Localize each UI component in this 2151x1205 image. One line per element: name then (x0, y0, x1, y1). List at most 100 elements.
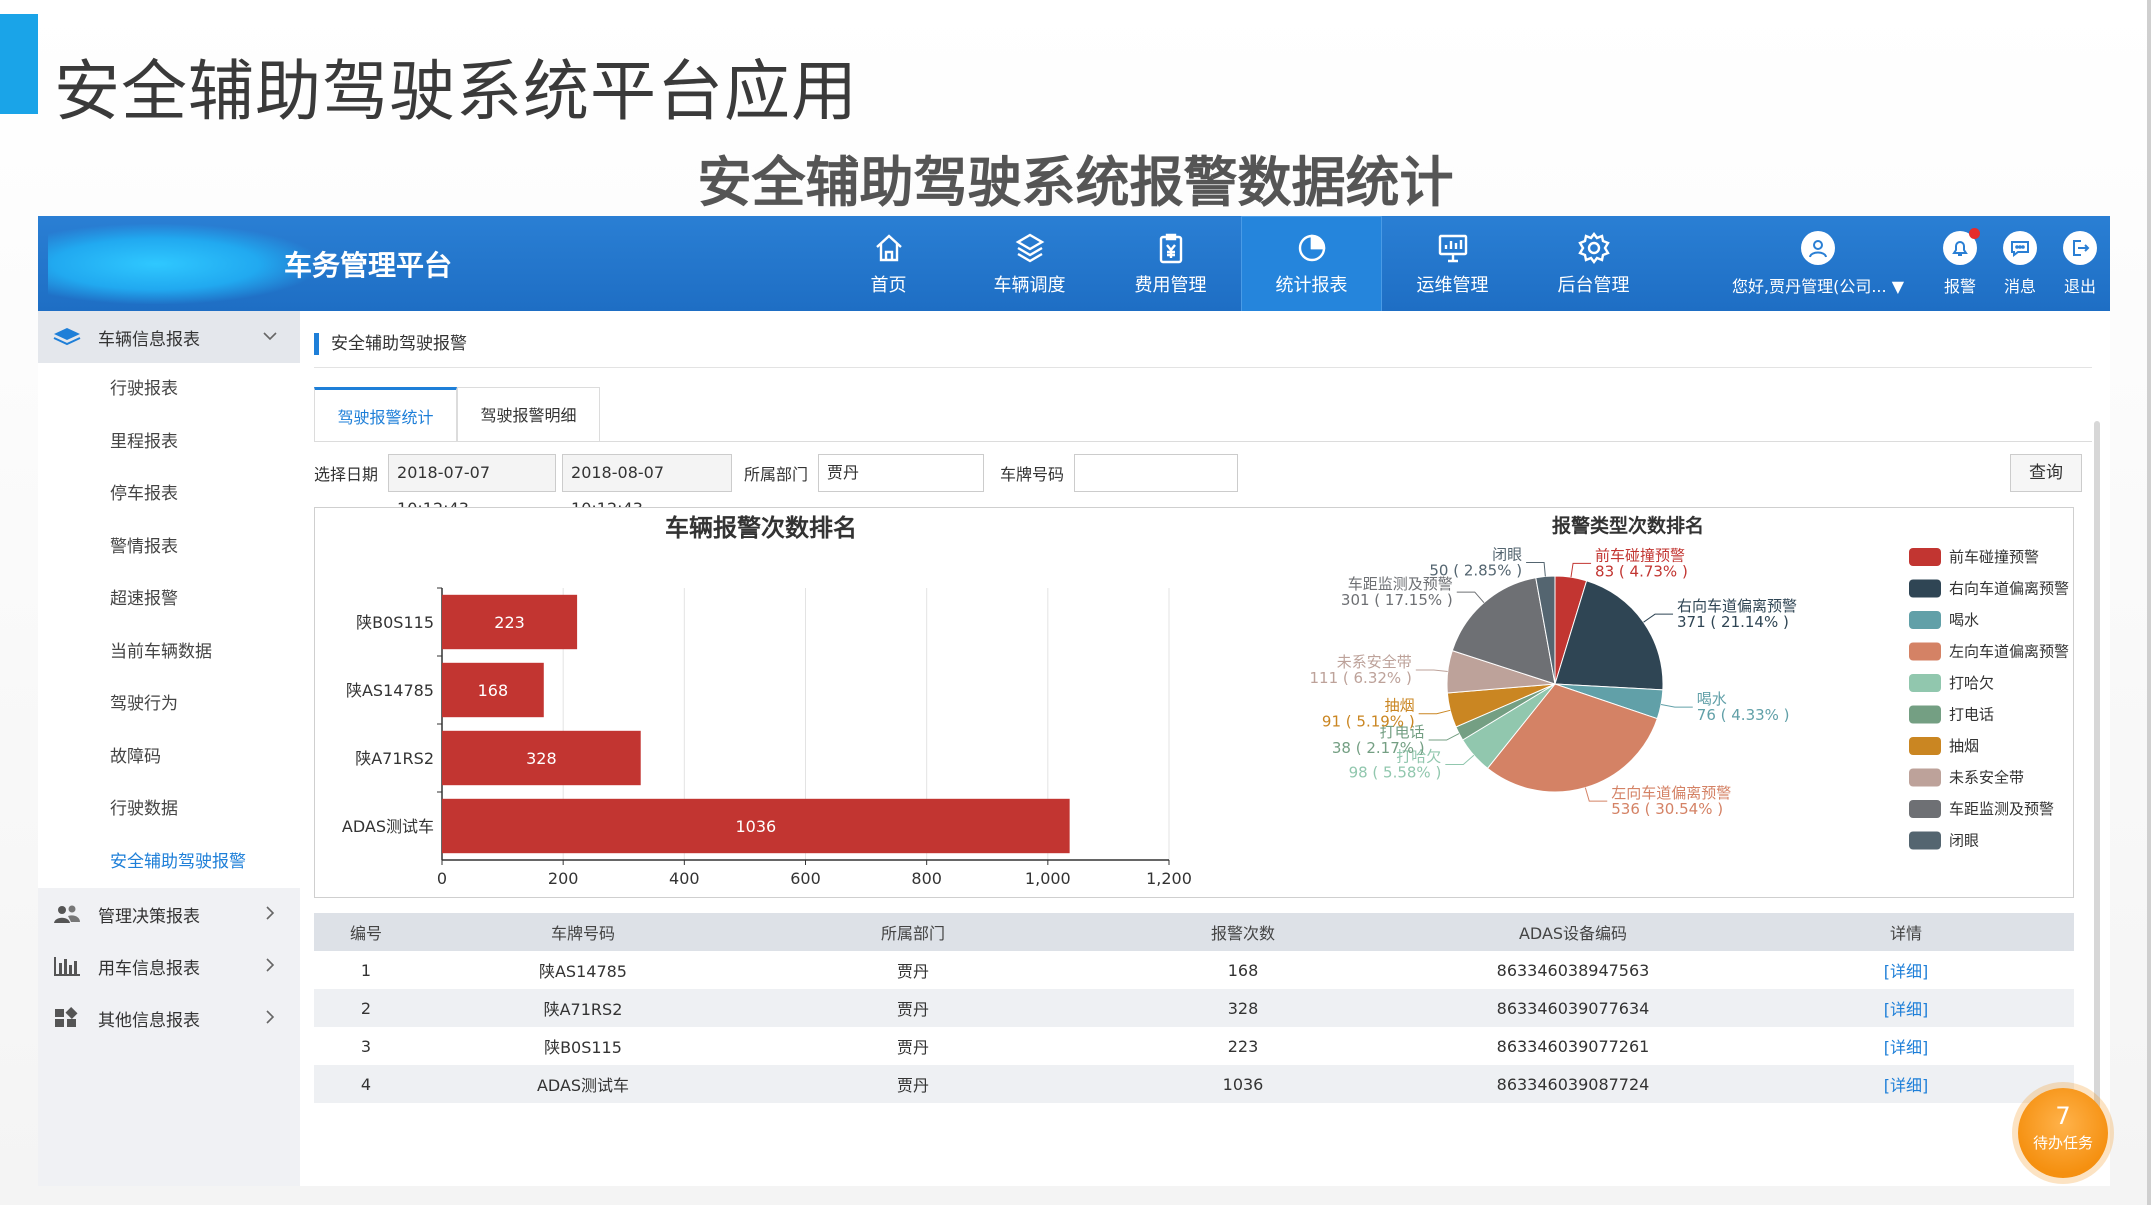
nav-home[interactable]: 首页 (818, 216, 959, 311)
nav-admin[interactable]: 后台管理 (1523, 216, 1664, 311)
slide-right-edge (2147, 0, 2151, 1205)
nav-home-label: 首页 (870, 274, 907, 296)
plate-input[interactable] (1074, 454, 1239, 492)
sidebar-group-vehicle-reports[interactable]: 车辆信息报表 (38, 311, 300, 363)
chart-panel: 车辆报警次数排名 0 200 400 600 800 1,000 1,200 223 陕B0S11… (314, 507, 2074, 898)
chevron-right-icon (266, 906, 275, 920)
table-cell: 2 (360, 998, 372, 1018)
main-content: 安全辅助驾驶报警 驾驶报警统计 驾驶报警明细 选择日期 2018-07-07 1… (314, 311, 2104, 1186)
table-row: 1 陕AS14785 贾丹 168 863346038947563 [详细] (314, 951, 2074, 989)
sidebar-item-driving-report[interactable]: 行驶报表 (110, 379, 178, 399)
nav-fee[interactable]: 费用管理 (1100, 216, 1241, 311)
sidebar-group-management-reports[interactable]: 管理决策报表 (38, 888, 300, 940)
y-category-label: 陕B0S115 (356, 613, 434, 632)
nav-operations[interactable]: 运维管理 (1382, 216, 1523, 311)
pie-slice (1535, 575, 1556, 685)
legend-swatch (1909, 579, 1941, 598)
chevron-right-icon (266, 958, 275, 972)
nav-statistics[interactable]: 统计报表 (1241, 216, 1382, 311)
legend-label: 喝水 (1949, 611, 1979, 629)
sidebar-item-driving-data[interactable]: 行驶数据 (110, 799, 178, 819)
dispatch-icon (1015, 233, 1044, 262)
bar (442, 730, 641, 786)
pie-label-name: 打电话 (1380, 723, 1425, 741)
slide-subtitle: 安全辅助驾驶系统报警数据统计 (697, 151, 1454, 214)
pie-label-line (1584, 787, 1608, 802)
sidebar-item-adas-alarm[interactable]: 安全辅助驾驶报警 (110, 851, 246, 872)
table-cell: 863346039077261 (1496, 1036, 1650, 1056)
table-header-cell: 所属部门 (880, 924, 945, 943)
nav-dispatch[interactable]: 车辆调度 (959, 216, 1100, 311)
sidebar-group-label: 用车信息报表 (98, 958, 200, 979)
bar-chart-title: 车辆报警次数排名 (665, 514, 857, 542)
pie-label-line (1526, 561, 1546, 577)
sidebar-item-fault-code[interactable]: 故障码 (110, 746, 161, 767)
grid-icon (55, 1007, 78, 1027)
alarm-badge (1969, 227, 1980, 239)
pie-label-value: 536 ( 30.54% ) (1611, 800, 1723, 818)
nav-dispatch-label: 车辆调度 (993, 274, 1066, 296)
end-date-input[interactable]: 2018-08-07 10:12:43 (562, 454, 733, 518)
start-date-input[interactable]: 2018-07-07 10:12:43 (388, 454, 557, 518)
caret-down-icon: ▼ (1891, 276, 1904, 296)
tab-alarm-statistics[interactable]: 驾驶报警统计 (314, 387, 457, 442)
pie-label-value: 371 ( 21.14% ) (1677, 613, 1789, 631)
scrollbar[interactable] (2094, 421, 2100, 1161)
sidebar-item-driving-behavior[interactable]: 驾驶行为 (110, 694, 178, 714)
detail-link[interactable]: [详细] (1883, 1038, 1929, 1057)
detail-link[interactable]: [详细] (1883, 962, 1929, 981)
legend-label: 打哈欠 (1949, 674, 1994, 692)
todo-tasks-button[interactable]: 7 待办任务 (2018, 1088, 2108, 1178)
department-input[interactable]: 贾丹 (818, 454, 985, 492)
pie-label-value: 111 ( 6.32% ) (1310, 669, 1412, 687)
pie-label-name: 车距监测及预警 (1348, 575, 1453, 593)
query-button[interactable]: 查询 (2010, 454, 2082, 492)
table-row: 4 ADAS测试车 贾丹 1036 863346039087724 [详细] (314, 1065, 2074, 1103)
table-cell: 168 (1227, 960, 1259, 980)
user-greeting: 您好,贾丹管理(公司... (1732, 276, 1887, 296)
breadcrumb: 安全辅助驾驶报警 (314, 333, 467, 355)
legend-label: 车距监测及预警 (1949, 800, 2054, 818)
table-cell: ADAS测试车 (536, 1076, 630, 1095)
legend-swatch (1909, 611, 1941, 629)
gear-icon (1577, 231, 1610, 264)
detail-link[interactable]: [详细] (1883, 1076, 1929, 1095)
sidebar-group-other-reports[interactable]: 其他信息报表 (38, 992, 300, 1044)
nav-operations-label: 运维管理 (1416, 274, 1489, 296)
pie-label-line (1418, 709, 1451, 715)
table-cell: 贾丹 (896, 1038, 929, 1057)
table-header-cell: 报警次数 (1210, 924, 1275, 943)
bar (442, 594, 578, 650)
bar-value-label: 168 (478, 681, 509, 700)
legend-label: 右向车道偏离预警 (1949, 580, 2069, 598)
legend-swatch (1909, 768, 1941, 787)
detail-link[interactable]: [详细] (1883, 1000, 1929, 1019)
sidebar-group-usage-reports[interactable]: 用车信息报表 (38, 940, 300, 992)
sidebar-item-current-vehicle-data[interactable]: 当前车辆数据 (110, 641, 212, 662)
table-row: 3 陕B0S115 贾丹 223 863346039077261 [详细] (314, 1027, 2074, 1065)
pie-label-name: 打哈欠 (1396, 747, 1441, 765)
pie-chart-title: 报警类型次数排名 (1552, 514, 1704, 537)
sidebar-item-alert-report[interactable]: 警情报表 (110, 536, 178, 557)
sidebar-item-mileage-report[interactable]: 里程报表 (110, 431, 178, 452)
users-icon (54, 905, 80, 923)
bar-value-label: 223 (494, 613, 525, 632)
sidebar-item-parking-report[interactable]: 停车报表 (110, 484, 178, 504)
message-button[interactable]: 消息 (1990, 230, 2050, 297)
table-row: 2 陕A71RS2 贾丹 328 863346039077634 [详细] (314, 989, 2074, 1027)
user-menu[interactable]: 您好,贾丹管理(公司... ▼ (1732, 230, 1904, 297)
logout-button[interactable]: 退出 (2050, 230, 2110, 297)
legend-swatch (1909, 674, 1941, 692)
sidebar-item-speeding-alarm[interactable]: 超速报警 (110, 589, 178, 609)
nav-statistics-label: 统计报表 (1275, 275, 1348, 296)
table-header-cell: 车牌号码 (550, 924, 615, 943)
alarm-button[interactable]: 报警 (1930, 227, 1990, 297)
home-icon (875, 233, 902, 261)
pie-label-value: 38 ( 2.17% ) (1332, 739, 1425, 757)
x-tick-label: 600 (790, 869, 821, 888)
message-icon (2003, 230, 2037, 265)
plate-label: 车牌号码 (1000, 465, 1065, 484)
table-cell: 陕A71RS2 (543, 1000, 623, 1019)
pie-label-value: 76 ( 4.33% ) (1697, 706, 1790, 724)
tab-alarm-details[interactable]: 驾驶报警明细 (457, 387, 600, 442)
